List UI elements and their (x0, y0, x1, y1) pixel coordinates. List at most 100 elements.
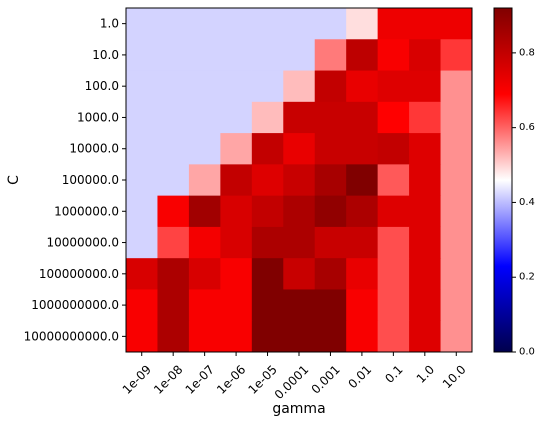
heatmap-cell (126, 320, 158, 353)
heatmap-cell (283, 101, 316, 134)
heatmap-cell (377, 320, 410, 353)
heatmap-cell (377, 226, 410, 259)
heatmap-cell (157, 258, 190, 290)
heatmap-cell (157, 226, 190, 259)
heatmap-cell (314, 70, 347, 103)
colorbar-tick-label: 0.0 (519, 347, 535, 358)
heatmap-cell (220, 39, 253, 72)
heatmap-cell (220, 164, 253, 197)
x-axis-title: gamma (272, 401, 325, 417)
heatmap-cell (377, 8, 410, 40)
x-tick-label: 1e-09 (120, 362, 154, 396)
heatmap-cell (283, 8, 316, 40)
heatmap-cell (377, 258, 410, 290)
heatmap-cell (346, 70, 379, 103)
heatmap-cell (220, 133, 253, 165)
heatmap-cell (251, 8, 284, 40)
heatmap-cell (377, 70, 410, 103)
heatmap-cell (283, 258, 316, 290)
y-tick-label: 10000000.0 (46, 236, 119, 250)
heatmap-cell (220, 258, 253, 290)
heatmap-cell (126, 70, 158, 103)
heatmap-cell (440, 70, 473, 103)
heatmap-cell (251, 226, 284, 259)
heatmap-cell (188, 289, 221, 322)
x-tick-label: 1e-07 (183, 362, 217, 396)
heatmap-cell (346, 195, 379, 228)
heatmap-cell (346, 164, 379, 197)
heatmap-cell (346, 133, 379, 165)
heatmap-cell (126, 226, 158, 259)
heatmap-cell (440, 101, 473, 134)
x-tick-label: 0.001 (309, 362, 343, 396)
heatmap-cell (283, 320, 316, 353)
heatmap-cell (188, 70, 221, 103)
heatmap-cell (220, 320, 253, 353)
heatmap-cell (157, 8, 190, 40)
y-tick-label: 10.0 (92, 48, 119, 62)
heatmap-cell (314, 258, 347, 290)
heatmap-cell (157, 101, 190, 134)
colorbar-tick-label: 0.4 (519, 197, 535, 208)
heatmap-cell (283, 70, 316, 103)
heatmap-cell (440, 164, 473, 197)
heatmap-cell (157, 133, 190, 165)
y-axis-ticks: 1.0 10.0 100.0 1000.0 10000.0 100000.0 1000000… (24, 17, 126, 343)
x-tick-label: 1.0 (414, 362, 437, 385)
heatmap-cell (377, 195, 410, 228)
heatmap-cell (126, 8, 158, 40)
heatmap-cell (157, 164, 190, 197)
heatmap-cell (220, 226, 253, 259)
heatmap-cell (251, 101, 284, 134)
x-tick-label: 1e-06 (214, 362, 248, 396)
heatmap-cell (220, 70, 253, 103)
heatmap-cell (409, 8, 442, 40)
heatmap-cell (377, 289, 410, 322)
colorbar-tick-label: 0.8 (519, 47, 535, 58)
heatmap-cell (251, 70, 284, 103)
heatmap-cell (346, 8, 379, 40)
heatmap-cell (251, 320, 284, 353)
heatmap-cell (314, 164, 347, 197)
y-tick-label: 10000.0 (69, 142, 119, 156)
y-tick-label: 100.0 (85, 79, 119, 93)
y-tick-label: 100000.0 (62, 173, 119, 187)
colorbar (493, 7, 513, 353)
heatmap-cell (126, 39, 158, 72)
heatmap-cell (188, 258, 221, 290)
heatmap-cell (126, 289, 158, 322)
heatmap-cell (220, 289, 253, 322)
heatmap-cell (220, 101, 253, 134)
heatmap-cell (126, 195, 158, 228)
y-tick-label: 1000.0 (77, 110, 119, 124)
y-tick-label: 1000000.0 (54, 204, 119, 218)
heatmap-cell (314, 101, 347, 134)
heatmap-cell (220, 195, 253, 228)
heatmap-cell (346, 39, 379, 72)
heatmap-cell (440, 320, 473, 353)
heatmap-cell (314, 8, 347, 40)
heatmap-cell (440, 195, 473, 228)
heatmap-cell (188, 164, 221, 197)
heatmap-cell (188, 39, 221, 72)
heatmap-cell (346, 101, 379, 134)
heatmap-cell (314, 320, 347, 353)
heatmap-cell (283, 164, 316, 197)
heatmap-cell (346, 320, 379, 353)
heatmap-cell (251, 195, 284, 228)
heatmap-cell (377, 164, 410, 197)
heatmap-cell (377, 39, 410, 72)
heatmap-cell (314, 226, 347, 259)
heatmap-cell (346, 226, 379, 259)
heatmap-cell (126, 164, 158, 197)
colorbar-ticks: 0.0 0.2 0.4 0.6 0.8 (512, 47, 535, 358)
heatmap-cell (409, 101, 442, 134)
heatmap-cell (346, 258, 379, 290)
heatmap-cell (409, 70, 442, 103)
heatmap-cell (377, 133, 410, 165)
heatmap-cell (126, 101, 158, 134)
heatmap-cell (440, 39, 473, 72)
heatmap-cell (314, 39, 347, 72)
